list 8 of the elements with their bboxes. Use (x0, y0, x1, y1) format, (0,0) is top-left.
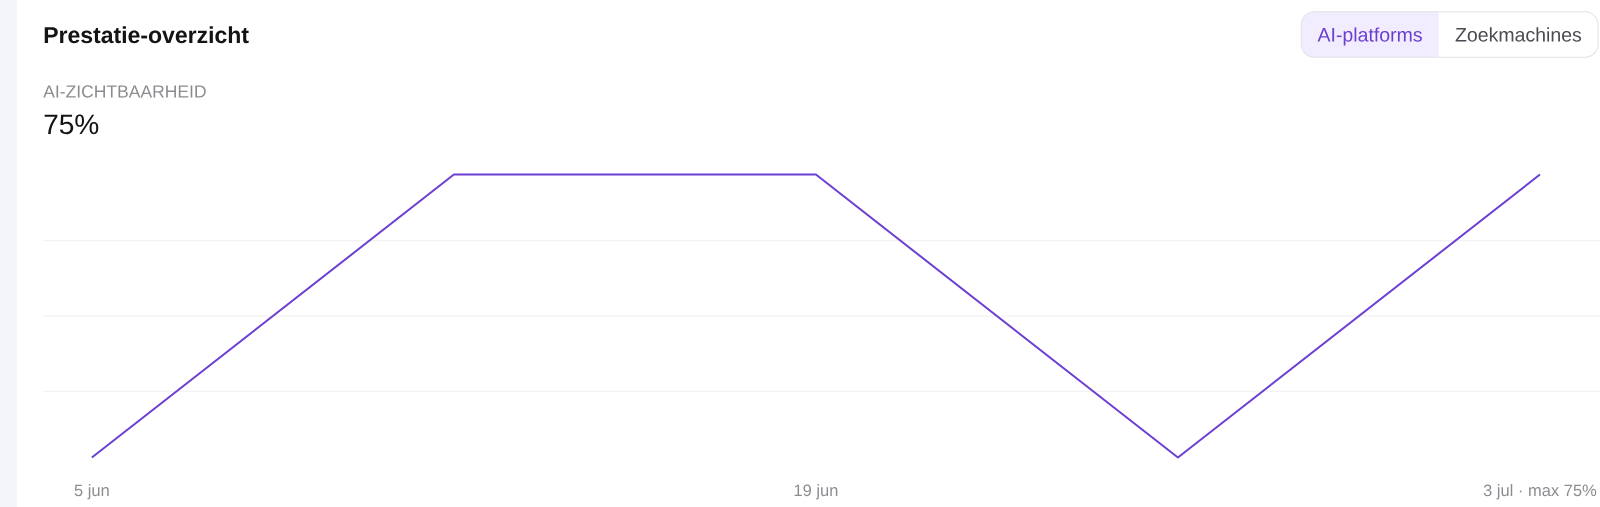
text: 75% (44, 114, 99, 135)
x-tick-label: 19 jun (794, 484, 838, 500)
text: Zoekmachines (1455, 27, 1582, 42)
text: AI-platforms (1317, 27, 1422, 46)
chart-title: Prestatie-overzicht (44, 26, 249, 44)
x-tick-label: 3 jul · max 75% (1483, 484, 1597, 500)
x-tick-label: 5 jun (74, 484, 109, 500)
chart-subtitle: AI-ZICHTBAARHEID (43, 85, 206, 98)
